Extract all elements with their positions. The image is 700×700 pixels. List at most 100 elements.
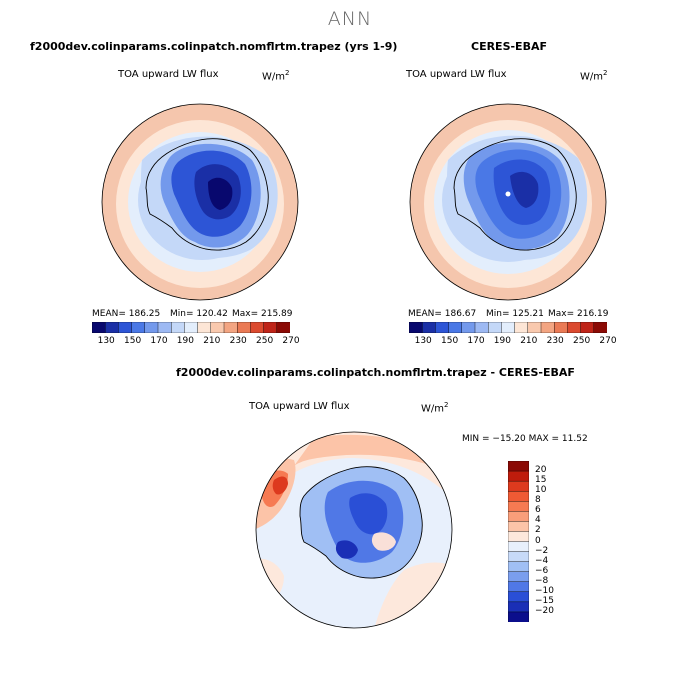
colorbar-swatch bbox=[514, 322, 529, 333]
colorbar-swatch bbox=[553, 322, 568, 333]
panel-2-heading: CERES-EBAF bbox=[471, 40, 547, 53]
colorbar-swatch bbox=[593, 322, 607, 333]
colorbar-swatch bbox=[508, 601, 529, 613]
colorbar-tick-label: −20 bbox=[535, 605, 554, 616]
panel-2-units: W/m2 bbox=[580, 69, 608, 83]
colorbar-swatch bbox=[276, 322, 290, 333]
colorbar-swatch bbox=[210, 322, 225, 333]
colorbar-swatch bbox=[487, 322, 502, 333]
colorbar-swatch bbox=[508, 501, 529, 512]
colorbar-swatch bbox=[236, 322, 251, 333]
colorbar-swatch bbox=[508, 490, 529, 502]
colorbar-tick-label: 210 bbox=[203, 336, 221, 346]
colorbar-tick-label: 210 bbox=[520, 336, 538, 346]
colorbar-swatch bbox=[508, 521, 529, 532]
colorbar-tick-label: 10 bbox=[535, 485, 547, 496]
colorbar-swatch bbox=[508, 511, 529, 522]
colorbar-tick-label: 230 bbox=[229, 336, 247, 346]
colorbar-swatch bbox=[501, 322, 516, 333]
colorbar-swatch bbox=[144, 322, 159, 333]
colorbar-swatch bbox=[508, 571, 529, 583]
panel-2-variable: TOA upward LW flux bbox=[406, 69, 507, 80]
panel-1-variable: TOA upward LW flux bbox=[118, 69, 219, 80]
colorbar-tick-label: 4 bbox=[535, 515, 541, 526]
difference-polar-map bbox=[255, 431, 453, 629]
panel-1-colorbar bbox=[92, 322, 290, 333]
figure-title: ANN bbox=[327, 8, 373, 30]
colorbar-swatch bbox=[508, 541, 529, 553]
colorbar-swatch bbox=[131, 322, 146, 333]
difference-units: W/m2 bbox=[421, 401, 449, 415]
colorbar-swatch bbox=[118, 322, 133, 333]
colorbar-tick-label: 6 bbox=[535, 505, 541, 516]
colorbar-swatch bbox=[567, 322, 582, 333]
colorbar-tick-label: 0 bbox=[535, 535, 541, 546]
colorbar-swatch bbox=[448, 322, 463, 333]
colorbar-swatch bbox=[184, 322, 199, 333]
colorbar-tick-label: 190 bbox=[493, 336, 511, 346]
panel-2-colorbar bbox=[409, 322, 607, 333]
colorbar-tick-label: 190 bbox=[176, 336, 194, 346]
colorbar-tick-label: 150 bbox=[124, 336, 142, 346]
colorbar-swatch bbox=[263, 322, 278, 333]
colorbar-swatch bbox=[508, 591, 529, 603]
colorbar-swatch bbox=[508, 461, 529, 472]
colorbar-swatch bbox=[250, 322, 265, 333]
colorbar-swatch bbox=[421, 322, 436, 333]
colorbar-tick-label: −6 bbox=[535, 565, 549, 576]
colorbar-tick-label: 130 bbox=[97, 336, 115, 346]
panel-2-min: Min= 125.21 bbox=[486, 309, 544, 319]
colorbar-swatch bbox=[508, 470, 529, 482]
colorbar-tick-label: 250 bbox=[573, 336, 591, 346]
colorbar-swatch bbox=[508, 551, 529, 563]
colorbar-tick-label: −2 bbox=[535, 545, 549, 556]
colorbar-tick-label: 2 bbox=[535, 525, 541, 536]
colorbar-tick-label: 150 bbox=[441, 336, 459, 346]
colorbar-tick-label: 20 bbox=[535, 465, 547, 476]
colorbar-tick-label: 230 bbox=[546, 336, 564, 346]
difference-variable: TOA upward LW flux bbox=[249, 401, 350, 412]
panel-2-max: Max= 216.19 bbox=[548, 309, 609, 319]
colorbar-swatch bbox=[409, 322, 423, 333]
panel-1-mean: MEAN= 186.25 bbox=[92, 309, 161, 319]
colorbar-tick-label: 8 bbox=[535, 495, 541, 506]
panel-1-heading: f2000dev.colinparams.colinpatch.nomflrtm… bbox=[30, 40, 398, 53]
colorbar-swatch bbox=[508, 581, 529, 593]
colorbar-tick-label: −4 bbox=[535, 555, 549, 566]
colorbar-swatch bbox=[197, 322, 212, 333]
colorbar-tick-label: −8 bbox=[535, 575, 549, 586]
panel-1-units: W/m2 bbox=[262, 69, 290, 83]
colorbar-tick-label: 130 bbox=[414, 336, 432, 346]
panel-1-min: Min= 120.42 bbox=[170, 309, 228, 319]
colorbar-tick-label: −10 bbox=[535, 585, 554, 596]
colorbar-swatch bbox=[527, 322, 542, 333]
panel-2-polar-map bbox=[409, 103, 607, 301]
difference-min-max: MIN = −15.20 MAX = 11.52 bbox=[462, 434, 588, 444]
colorbar-swatch bbox=[474, 322, 489, 333]
colorbar-tick-label: −15 bbox=[535, 595, 554, 606]
colorbar-swatch bbox=[223, 322, 238, 333]
colorbar-swatch bbox=[92, 322, 106, 333]
colorbar-tick-label: 170 bbox=[467, 336, 485, 346]
colorbar-tick-label: 270 bbox=[282, 336, 300, 346]
difference-heading: f2000dev.colinparams.colinpatch.nomflrtm… bbox=[176, 366, 575, 379]
colorbar-swatch bbox=[580, 322, 595, 333]
colorbar-swatch bbox=[508, 480, 529, 492]
colorbar-swatch bbox=[461, 322, 476, 333]
colorbar-swatch bbox=[104, 322, 119, 333]
panel-1-max: Max= 215.89 bbox=[232, 309, 293, 319]
panel-2-mean: MEAN= 186.67 bbox=[408, 309, 477, 319]
colorbar-tick-label: 270 bbox=[599, 336, 617, 346]
colorbar-swatch bbox=[508, 561, 529, 573]
colorbar-swatch bbox=[157, 322, 172, 333]
colorbar-swatch bbox=[435, 322, 450, 333]
colorbar-tick-label: 250 bbox=[256, 336, 274, 346]
panel-1-polar-map bbox=[101, 103, 299, 301]
colorbar-swatch bbox=[540, 322, 555, 333]
colorbar-tick-label: 170 bbox=[150, 336, 168, 346]
difference-colorbar bbox=[508, 461, 529, 622]
colorbar-swatch bbox=[508, 531, 529, 543]
colorbar-swatch bbox=[508, 611, 529, 622]
colorbar-swatch bbox=[170, 322, 185, 333]
colorbar-tick-label: 15 bbox=[535, 475, 547, 486]
